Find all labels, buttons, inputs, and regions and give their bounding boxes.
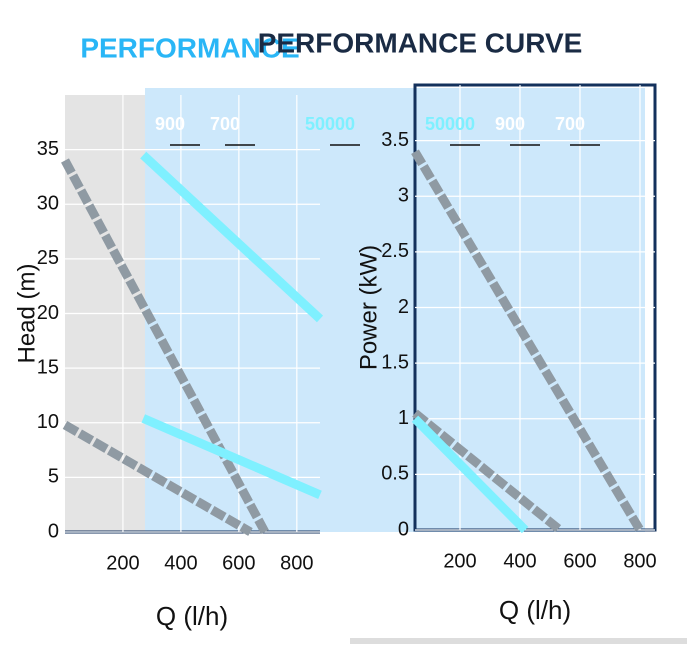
y-tick-label: 3	[398, 185, 409, 207]
annotation: 900	[495, 114, 525, 134]
x-tick-label: 800	[280, 552, 313, 574]
series-line	[141, 414, 322, 499]
x-tick-label: 600	[222, 552, 255, 574]
x-axis-label: Q (l/h)	[156, 601, 228, 631]
y-tick-label: 1	[398, 407, 409, 429]
y-axis-label: Power (kW)	[355, 245, 382, 370]
y-tick-label: 1.5	[381, 351, 409, 373]
y-tick-label: 2	[398, 296, 409, 318]
x-tick-label: 600	[563, 550, 596, 572]
series-line	[411, 415, 529, 534]
y-tick-label: 35	[37, 138, 59, 160]
chart-title: PERFORMANCE	[80, 32, 299, 63]
x-axis-label: Q (l/h)	[499, 595, 571, 625]
y-tick-label: 2.5	[381, 240, 409, 262]
y-tick-label: 25	[37, 247, 59, 269]
x-tick-label: 400	[503, 550, 536, 572]
series-line	[62, 421, 253, 536]
y-tick-label: 30	[37, 193, 59, 215]
annotation: 900	[155, 114, 185, 134]
series-line	[140, 151, 324, 323]
y-tick-label: 15	[37, 356, 59, 378]
scrollbar	[350, 638, 687, 644]
annotation: 50000	[425, 114, 475, 134]
chart-title: PERFORMANCE CURVE	[258, 27, 583, 58]
y-tick-label: 0.5	[381, 463, 409, 485]
y-tick-label: 0	[398, 518, 409, 540]
y-axis-label: Head (m)	[13, 263, 40, 363]
y-tick-label: 20	[37, 302, 59, 324]
y-tick-label: 3.5	[381, 129, 409, 151]
series-line	[61, 158, 269, 535]
y-tick-label: 5	[48, 466, 59, 488]
y-tick-label: 10	[37, 411, 59, 433]
x-tick-label: 400	[164, 552, 197, 574]
series-line	[411, 149, 644, 533]
annotation: 700	[210, 114, 240, 134]
x-tick-label: 200	[443, 550, 476, 572]
x-tick-label: 200	[106, 552, 139, 574]
annotation: 700	[555, 114, 585, 134]
y-tick-label: 0	[48, 520, 59, 542]
x-tick-label: 800	[623, 550, 656, 572]
annotation: 50000	[305, 114, 355, 134]
series-line	[412, 409, 563, 534]
